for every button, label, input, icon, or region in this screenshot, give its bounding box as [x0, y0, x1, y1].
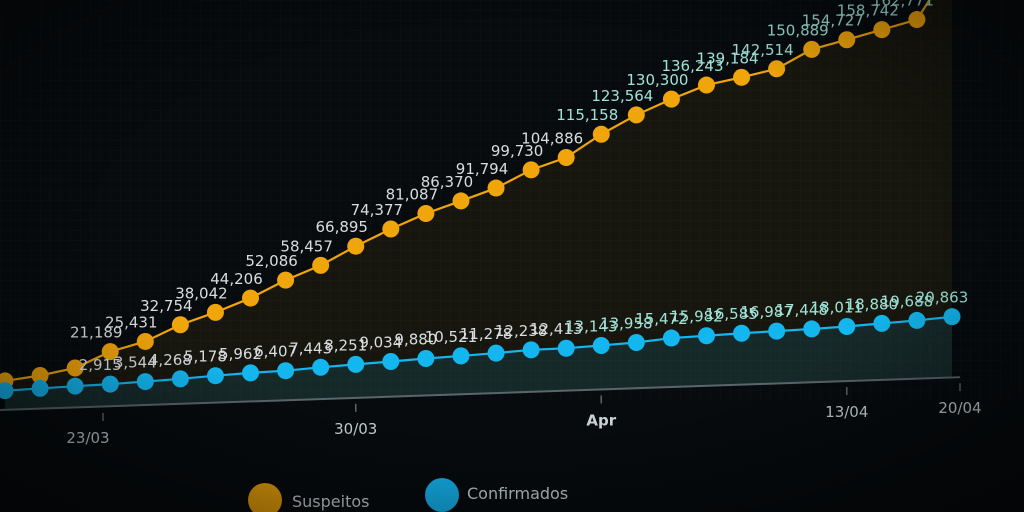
suspeitos-point[interactable]	[452, 192, 470, 210]
confirmados-point[interactable]	[206, 367, 224, 385]
confirmados-point[interactable]	[382, 352, 400, 370]
suspeitos-point[interactable]	[697, 76, 715, 94]
confirmados-point[interactable]	[908, 311, 926, 329]
suspeitos-point[interactable]	[627, 106, 645, 124]
confirmados-point[interactable]	[697, 327, 715, 345]
confirmados-point[interactable]	[66, 377, 84, 395]
legend-suspeitos-label: Suspeitos	[292, 492, 369, 511]
legend-confirmados-label: Confirmados	[467, 484, 568, 503]
suspeitos-point[interactable]	[417, 204, 435, 222]
suspeitos-value-label: 115,158	[556, 106, 618, 124]
legend-confirmados-marker	[425, 478, 459, 512]
confirmados-point[interactable]	[312, 358, 330, 376]
suspeitos-point[interactable]	[242, 289, 260, 307]
suspeitos-value-label: 162,771	[872, 0, 934, 10]
confirmados-point[interactable]	[452, 347, 470, 365]
suspeitos-point[interactable]	[873, 21, 891, 39]
confirmados-point[interactable]	[557, 339, 575, 357]
suspeitos-point[interactable]	[838, 31, 856, 49]
confirmados-value-label: 20,863	[916, 289, 969, 307]
suspeitos-point[interactable]	[733, 68, 751, 86]
confirmados-point[interactable]	[838, 317, 856, 335]
suspeitos-point[interactable]	[347, 237, 365, 255]
confirmados-point[interactable]	[31, 379, 49, 397]
suspeitos-value-label: 74,377	[351, 201, 404, 219]
suspeitos-point[interactable]	[206, 303, 224, 321]
confirmados-point[interactable]	[803, 320, 821, 338]
suspeitos-value-label: 123,564	[591, 87, 653, 105]
suspeitos-value-label: 91,794	[456, 160, 509, 178]
confirmados-point[interactable]	[277, 362, 295, 380]
suspeitos-point[interactable]	[522, 161, 540, 179]
x-tick-label: 30/03	[334, 420, 377, 438]
suspeitos-value-label: 58,457	[280, 237, 333, 255]
suspeitos-point[interactable]	[803, 40, 821, 58]
confirmados-point[interactable]	[627, 334, 645, 352]
suspeitos-point[interactable]	[136, 332, 154, 350]
suspeitos-point[interactable]	[908, 11, 926, 29]
x-tick-label: Apr	[586, 411, 616, 429]
confirmados-point[interactable]	[417, 349, 435, 367]
confirmados-point[interactable]	[592, 336, 610, 354]
suspeitos-value-label: 104,886	[521, 129, 583, 147]
suspeitos-point[interactable]	[312, 256, 330, 274]
suspeitos-point[interactable]	[382, 220, 400, 238]
confirmados-point[interactable]	[101, 375, 119, 393]
confirmados-point[interactable]	[768, 322, 786, 340]
suspeitos-point[interactable]	[768, 60, 786, 78]
suspeitos-point[interactable]	[662, 90, 680, 108]
confirmados-point[interactable]	[522, 341, 540, 359]
confirmados-point[interactable]	[487, 344, 505, 362]
x-tick-label: 13/04	[825, 403, 868, 421]
x-tick-label: 20/04	[938, 399, 981, 417]
suspeitos-value-label: 142,514	[732, 41, 794, 59]
confirmados-point[interactable]	[873, 314, 891, 332]
suspeitos-point[interactable]	[487, 179, 505, 197]
suspeitos-point[interactable]	[592, 125, 610, 143]
suspeitos-value-label: 25,431	[105, 313, 158, 331]
suspeitos-value-label: 66,895	[315, 218, 368, 236]
suspeitos-point[interactable]	[557, 148, 575, 166]
confirmados-point[interactable]	[943, 308, 961, 326]
suspeitos-point[interactable]	[171, 316, 189, 334]
confirmados-point[interactable]	[662, 329, 680, 347]
suspeitos-point[interactable]	[277, 271, 295, 289]
suspeitos-value-label: 44,206	[210, 270, 263, 288]
confirmados-point[interactable]	[242, 364, 260, 382]
confirmados-point[interactable]	[733, 324, 751, 342]
confirmados-point[interactable]	[136, 373, 154, 391]
confirmados-point[interactable]	[171, 370, 189, 388]
confirmados-point[interactable]	[347, 355, 365, 373]
x-tick-label: 23/03	[66, 429, 109, 447]
